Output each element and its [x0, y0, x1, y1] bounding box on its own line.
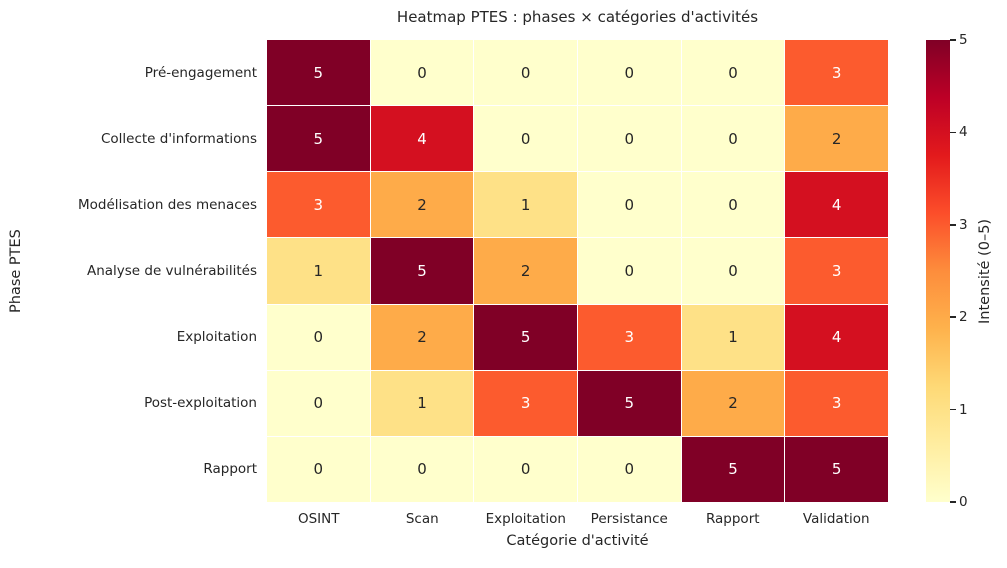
heatmap-cell-r4c1: 2 [370, 304, 474, 370]
heatmap-cell-r4c2: 5 [474, 304, 577, 370]
heatmap-cell-r1c0: 5 [267, 106, 370, 172]
heatmap-cell-r0c5: 3 [785, 40, 888, 106]
colorbar-label: Intensité (0–5) [977, 218, 993, 324]
heatmap-cell-r3c3: 0 [577, 238, 681, 304]
heatmap-cell-r0c0: 5 [267, 40, 370, 106]
colorbar-ticklabel-3: 3 [959, 216, 968, 233]
heatmap-cell-r0c1: 0 [370, 40, 474, 106]
heatmap-cell-r5c4: 2 [681, 370, 785, 436]
x-tick-label-5: Validation [802, 511, 870, 527]
x-tick-label-2: Exploitation [485, 511, 566, 527]
colorbar-tickmark-0 [950, 501, 956, 503]
heatmap-cell-r2c1: 2 [370, 172, 474, 238]
x-axis-label: Catégorie d'activité [506, 533, 649, 549]
heatmap-cell-r0c4: 0 [681, 40, 785, 106]
colorbar-ticklabel-2: 2 [959, 309, 968, 326]
colorbar-ticklabel-5: 5 [959, 32, 968, 48]
chart-title: Heatmap PTES : phases × catégories d'act… [396, 8, 759, 26]
heatmap-cell-r3c1: 5 [370, 238, 474, 304]
y-tick-label-3: Analyse de vulnérabilités [86, 263, 257, 279]
y-tick-label-6: Rapport [203, 461, 257, 477]
y-tick-label-2: Modélisation des menaces [78, 197, 257, 213]
heatmap-cell-r3c4: 0 [681, 238, 785, 304]
heatmap-cell-r4c3: 3 [577, 304, 681, 370]
y-tick-label-0: Pré-engagement [144, 65, 257, 81]
heatmap-cell-r2c5: 4 [785, 172, 888, 238]
colorbar-gradient [926, 40, 950, 502]
heatmap-cell-r0c3: 0 [577, 40, 681, 106]
colorbar-tickmark-2 [950, 316, 956, 318]
heatmap-cell-r2c3: 0 [577, 172, 681, 238]
colorbar-ticklabel-0: 0 [959, 494, 968, 510]
colorbar-ticklabel-4: 4 [959, 124, 968, 141]
heatmap-cell-r5c5: 3 [785, 370, 888, 436]
heatmap-cell-r5c0: 0 [267, 370, 370, 436]
colorbar-ticklabel-1: 1 [959, 401, 968, 418]
heatmap-cell-r0c2: 0 [474, 40, 577, 106]
heatmap-cell-r5c2: 3 [474, 370, 577, 436]
heatmap-cell-r3c0: 1 [267, 238, 370, 304]
heatmap-cell-r1c5: 2 [785, 106, 888, 172]
x-tick-label-0: OSINT [297, 511, 340, 527]
heatmap-cell-r4c0: 0 [267, 304, 370, 370]
x-axis-tick-labels: OSINT Scan Exploitation Persistance Rapport V… [267, 509, 888, 529]
heatmap-cell-r6c5: 5 [785, 436, 888, 502]
heatmap-cell-r1c2: 0 [474, 106, 577, 172]
heatmap-cell-r4c5: 4 [785, 304, 888, 370]
heatmap-cell-r5c1: 1 [370, 370, 474, 436]
heatmap-cell-r2c0: 3 [267, 172, 370, 238]
heatmap-cell-r6c0: 0 [267, 436, 370, 502]
x-tick-label-3: Persistance [590, 511, 668, 527]
heatmap-cell-r4c4: 1 [681, 304, 785, 370]
heatmap-cell-r6c2: 0 [474, 436, 577, 502]
x-tick-label-4: Rapport [705, 511, 760, 527]
heatmap-cell-r1c1: 4 [370, 106, 474, 172]
heatmap-cell-r1c4: 0 [681, 106, 785, 172]
heatmap-cell-r2c2: 1 [474, 172, 577, 238]
heatmap-cell-r3c2: 2 [474, 238, 577, 304]
heatmap-cell-r3c5: 3 [785, 238, 888, 304]
heatmap-cell-r2c4: 0 [681, 172, 785, 238]
y-axis-tick-labels: Pré-engagement Collecte d'informations Mod… [0, 40, 257, 502]
colorbar-tickmark-5 [950, 39, 956, 41]
x-tick-label-1: Scan [405, 511, 439, 527]
y-tick-label-5: Post-exploitation [144, 395, 257, 411]
colorbar-tickmark-4 [950, 131, 956, 134]
colorbar-tickmark-3 [950, 224, 956, 226]
heatmap-cell-r6c1: 0 [370, 436, 474, 502]
heatmap-cell-r6c4: 5 [681, 436, 785, 502]
heatmap-cell-r5c3: 5 [577, 370, 681, 436]
y-tick-label-1: Collecte d'informations [100, 131, 257, 147]
heatmap-cell-r1c3: 0 [577, 106, 681, 172]
y-tick-label-4: Exploitation [176, 329, 257, 345]
colorbar-tickmark-1 [950, 408, 956, 411]
heatmap-cell-r6c3: 0 [577, 436, 681, 502]
